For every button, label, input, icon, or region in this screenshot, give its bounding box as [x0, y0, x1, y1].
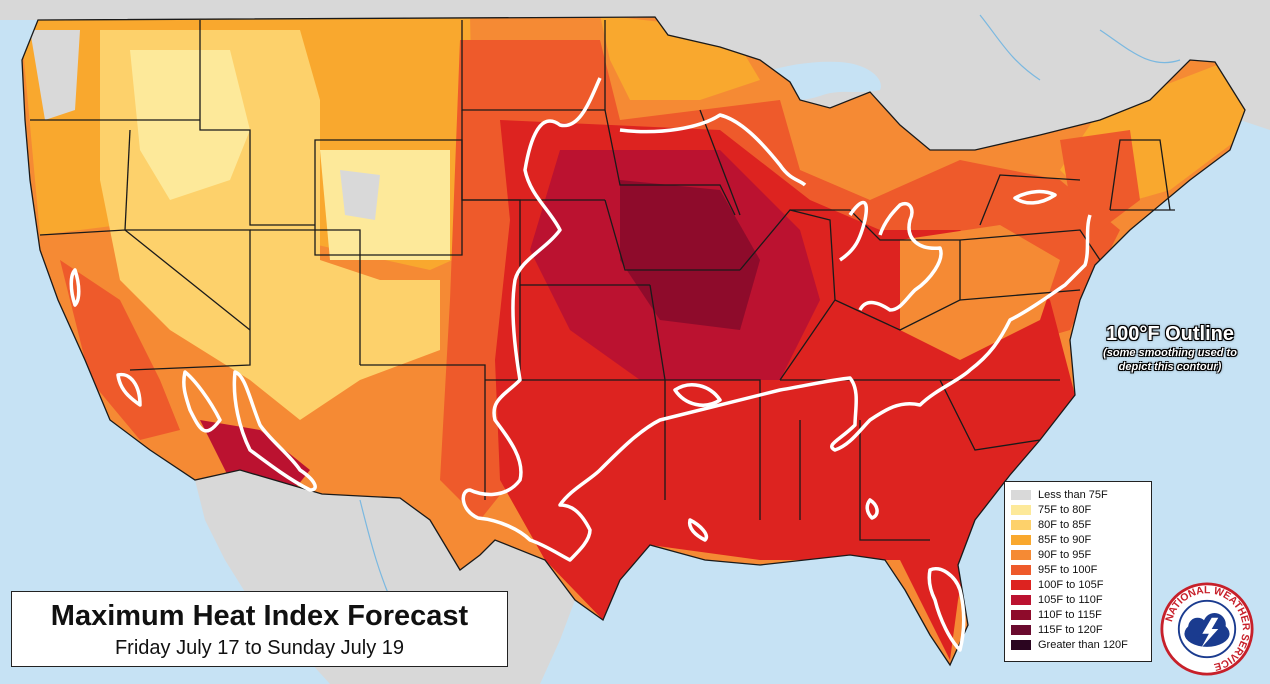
state-borders	[21, 16, 1246, 667]
legend-swatch	[1011, 549, 1031, 560]
legend-swatch	[1011, 594, 1031, 605]
legend-swatch	[1011, 624, 1031, 635]
legend-swatch	[1011, 579, 1031, 590]
legend-row: 110F to 115F	[1011, 607, 1145, 622]
legend-swatch	[1011, 639, 1031, 650]
legend-label: 110F to 115F	[1038, 608, 1102, 621]
legend-row: Less than 75F	[1011, 487, 1145, 502]
legend-label: 95F to 100F	[1038, 563, 1098, 576]
outline-title: 100°F Outline	[1105, 323, 1235, 345]
legend-swatch	[1011, 504, 1031, 515]
contour-100f	[69, 77, 1092, 652]
map-title: Maximum Heat Index Forecast	[50, 600, 469, 632]
title-box: Maximum Heat Index Forecast Friday July …	[11, 591, 508, 667]
legend-row: 75F to 80F	[1011, 502, 1145, 517]
legend-label: Less than 75F	[1038, 488, 1108, 501]
legend-row: 105F to 110F	[1011, 592, 1145, 607]
legend-row: 90F to 95F	[1011, 547, 1145, 562]
legend-label: 90F to 95F	[1038, 548, 1092, 561]
legend-label: 105F to 110F	[1038, 593, 1103, 606]
legend-swatch	[1011, 519, 1031, 530]
legend-label: 115F to 120F	[1038, 623, 1103, 636]
legend-row: 100F to 105F	[1011, 577, 1145, 592]
legend-row: Greater than 120F	[1011, 637, 1145, 652]
outline-annotation: 100°F Outline (some smoothing used to de…	[1090, 323, 1250, 374]
legend-label: 100F to 105F	[1038, 578, 1104, 591]
legend-label: 75F to 80F	[1038, 503, 1092, 516]
legend-swatch	[1011, 489, 1031, 500]
outline-subtitle: (some smoothing used to depict this cont…	[1103, 347, 1237, 373]
legend-label: Greater than 120F	[1038, 638, 1128, 651]
legend-row: 80F to 85F	[1011, 517, 1145, 532]
legend-swatch	[1011, 564, 1031, 575]
legend: Less than 75F 75F to 80F 80F to 85F 85F to …	[1004, 481, 1152, 662]
legend-swatch	[1011, 609, 1031, 620]
map-subtitle: Friday July 17 to Sunday July 19	[114, 637, 405, 659]
legend-row: 85F to 90F	[1011, 532, 1145, 547]
legend-row: 115F to 120F	[1011, 622, 1145, 637]
legend-swatch	[1011, 534, 1031, 545]
legend-label: 85F to 90F	[1038, 533, 1092, 546]
legend-label: 80F to 85F	[1038, 518, 1092, 531]
canada-land	[0, 0, 1270, 150]
legend-row: 95F to 100F	[1011, 562, 1145, 577]
nws-logo-icon: NATIONAL WEATHER SERVICE	[1160, 582, 1254, 676]
